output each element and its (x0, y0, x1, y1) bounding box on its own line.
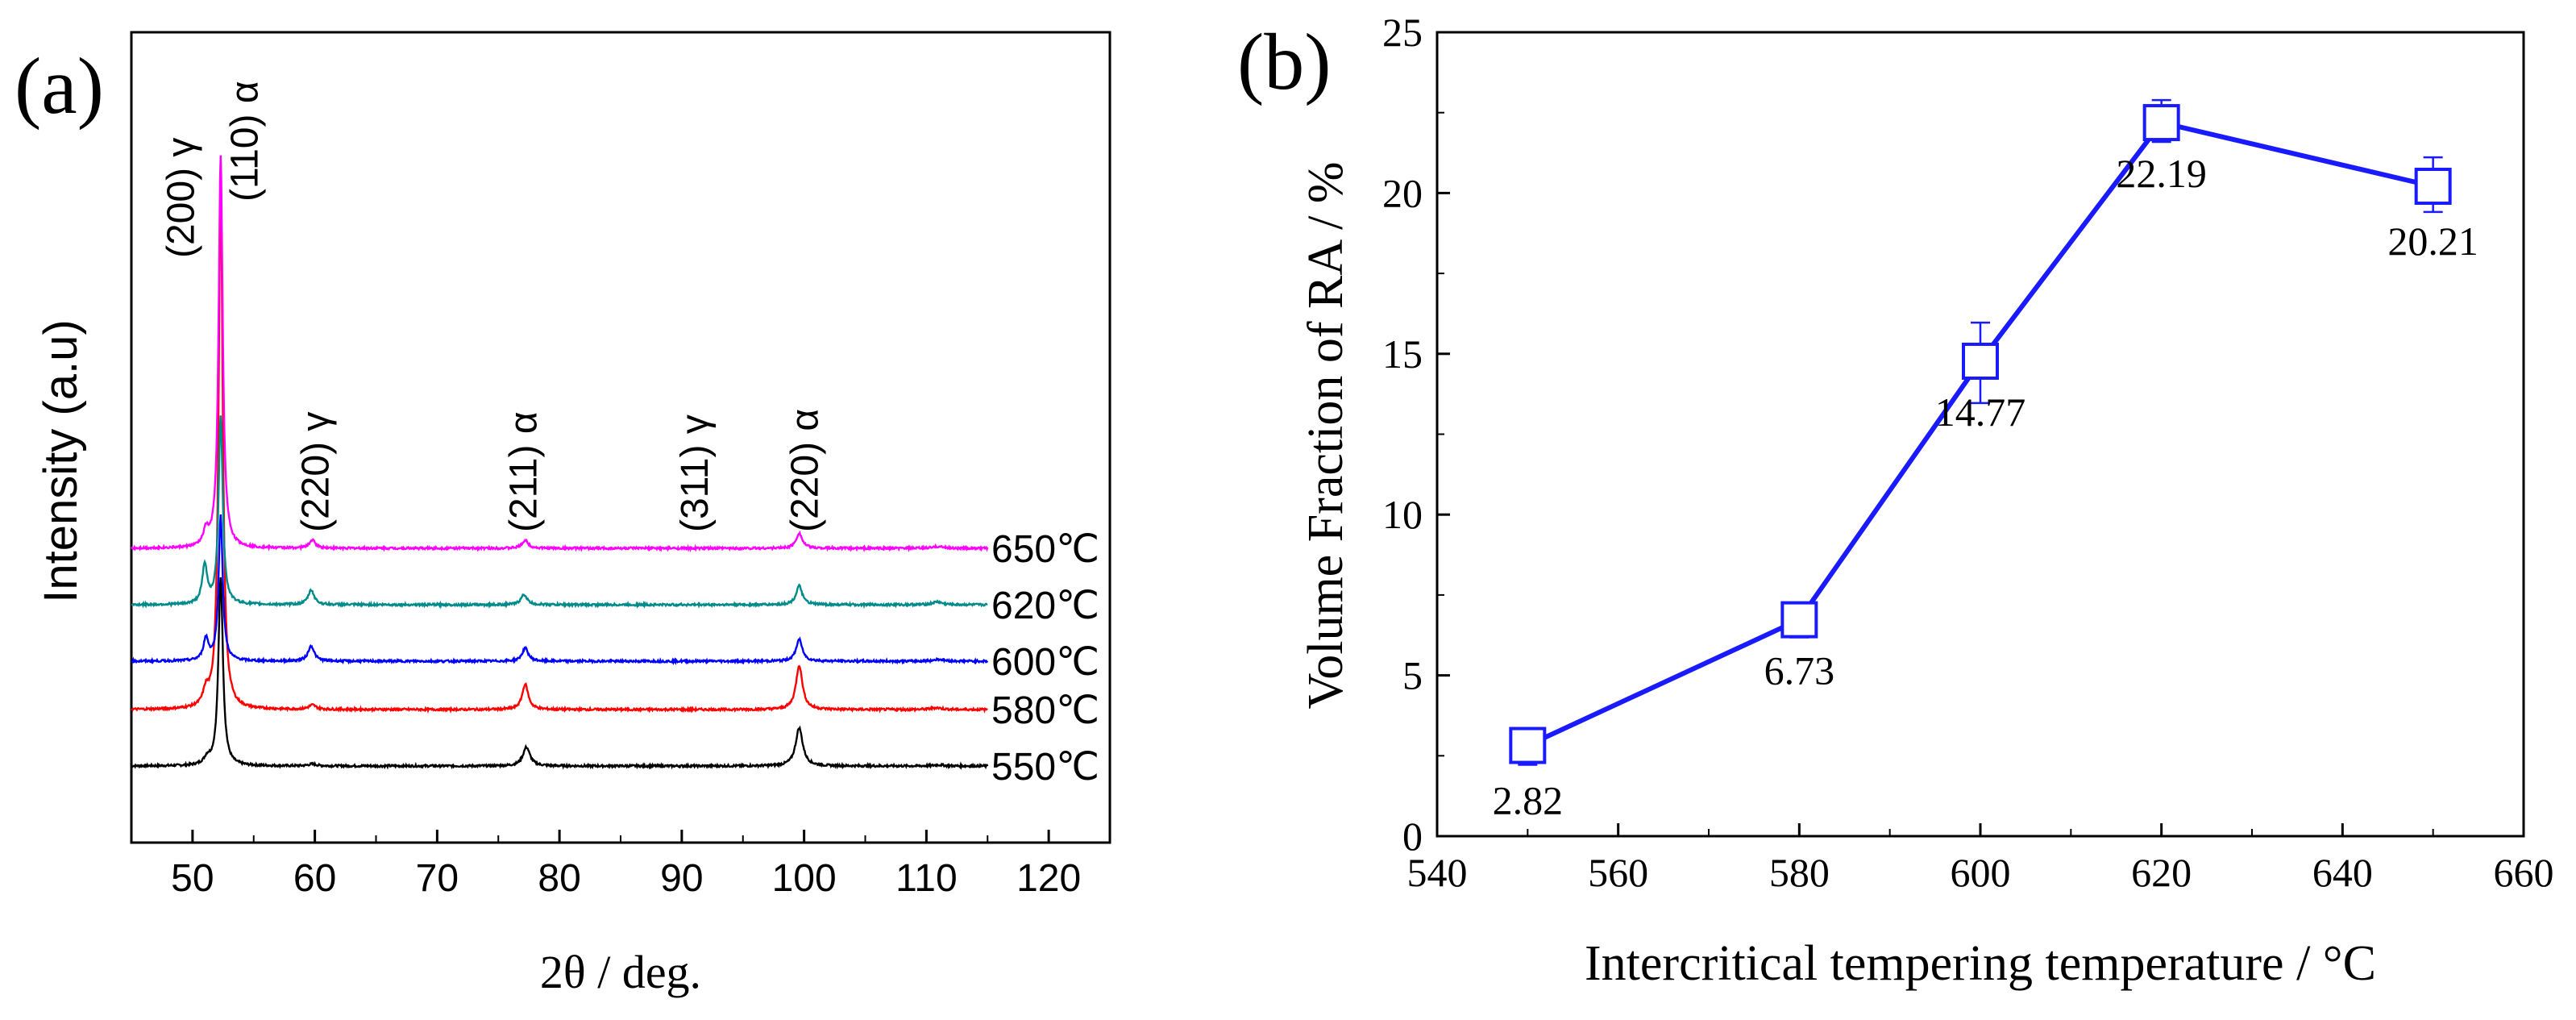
panel-b-x-tick-label: 580 (1769, 850, 1830, 895)
panel-b-x-tick-label: 620 (2131, 850, 2192, 895)
xrd-series-line-4 (130, 155, 989, 553)
panel-a-x-tick-label: 100 (772, 857, 837, 900)
panel-a: (a) 50 60 70 80 90 100 110 120 550℃ 580℃ 600℃ 620℃… (15, 31, 1111, 998)
panel-b-ticks: 540 560 580 600 620 640 660 0 5 10 15 20 25 (1382, 10, 2554, 895)
panel-a-x-tick-label: 80 (538, 857, 580, 900)
panel-b-x-axis-label: Intercritical tempering temperature / °C (1585, 936, 2376, 991)
panel-b-x-tick-label: 560 (1588, 850, 1648, 895)
panel-b: (b) 540 560 580 600 620 640 660 0 5 10 15 20 25 2.82… (1237, 10, 2554, 991)
xrd-series-line-3 (131, 415, 988, 610)
peak-annotation: (220) γ (295, 412, 338, 532)
peak-annotation: (211) α (503, 411, 546, 532)
panel-a-series (130, 155, 989, 770)
panel-b-y-tick-label: 20 (1382, 170, 1423, 215)
panel-b-y-tick-label: 25 (1382, 10, 1423, 55)
panel-a-x-tick-label: 60 (293, 857, 336, 900)
xrd-series-label: 580℃ (991, 689, 1099, 732)
panel-a-x-tick-label: 90 (660, 857, 703, 900)
panel-a-x-ticks: 50 60 70 80 90 100 110 120 (171, 830, 1081, 900)
panel-b-x-tick-label: 600 (1951, 850, 2011, 895)
panel-b-x-tick-label: 540 (1407, 850, 1468, 895)
panel-b-x-tick-label: 640 (2312, 850, 2373, 895)
peak-annotation: (200) γ (160, 138, 203, 258)
panel-a-label: (a) (15, 41, 104, 131)
panel-a-x-tick-label: 50 (171, 857, 214, 900)
data-point-marker (1780, 601, 1818, 639)
peak-annotation: (110) α (224, 81, 267, 202)
panel-a-x-tick-label: 120 (1016, 857, 1081, 900)
panel-b-y-axis-label: Volume Fraction of RA / % (1298, 161, 1353, 709)
panel-b-x-tick-label: 660 (2494, 850, 2554, 895)
panel-a-x-tick-label: 70 (416, 857, 459, 900)
data-label: 14.77 (1935, 389, 2026, 435)
panel-b-y-tick-label: 5 (1402, 653, 1423, 698)
panel-b-y-tick-label: 10 (1382, 492, 1423, 537)
panel-b-series: 2.82 6.73 14.77 22.19 20.21 (1493, 98, 2478, 823)
data-label: 22.19 (2116, 151, 2207, 196)
panel-b-y-tick-label: 15 (1382, 331, 1423, 377)
data-point-marker (1509, 726, 1547, 764)
panel-b-label: (b) (1237, 17, 1332, 106)
peak-annotation: (220) α (784, 409, 827, 532)
panel-a-series-labels: 550℃ 580℃ 600℃ 620℃ 650℃ (991, 528, 1099, 789)
xrd-series-label: 600℃ (991, 641, 1099, 684)
xrd-series-line-0 (131, 577, 989, 770)
xrd-series-line-1 (131, 180, 988, 714)
data-point-marker (2142, 104, 2180, 142)
panel-a-frame (130, 31, 1111, 844)
peak-annotation: (311) γ (674, 414, 717, 532)
panel-a-x-tick-label: 110 (895, 857, 958, 900)
data-point-marker (1962, 342, 1999, 380)
panel-a-y-axis-label: Intensity (a.u) (35, 319, 87, 602)
data-label: 20.21 (2387, 219, 2478, 264)
xrd-series-label: 550℃ (991, 746, 1099, 789)
panel-b-y-tick-label: 0 (1402, 814, 1423, 859)
data-point-marker (2414, 168, 2452, 206)
panel-a-x-axis-label: 2θ / deg. (540, 946, 701, 998)
data-label: 2.82 (1493, 778, 1564, 823)
xrd-series-label: 650℃ (991, 528, 1099, 571)
xrd-series-line-2 (131, 514, 989, 666)
panel-a-peak-labels: (200) γ (110) α (220) γ (211) α (311) γ (220)… (160, 81, 827, 532)
xrd-series-label: 620℃ (991, 585, 1099, 627)
data-label: 6.73 (1764, 648, 1835, 693)
